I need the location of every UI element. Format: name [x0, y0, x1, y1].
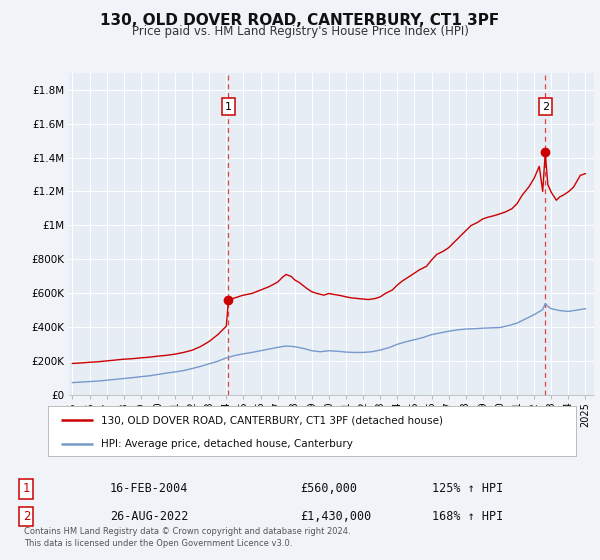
Text: 1: 1 [225, 101, 232, 111]
Text: 1: 1 [23, 482, 30, 496]
Text: 2: 2 [23, 510, 30, 523]
Text: 130, OLD DOVER ROAD, CANTERBURY, CT1 3PF: 130, OLD DOVER ROAD, CANTERBURY, CT1 3PF [100, 13, 500, 28]
Text: 2: 2 [542, 101, 549, 111]
Text: 125% ↑ HPI: 125% ↑ HPI [433, 482, 504, 496]
Text: 130, OLD DOVER ROAD, CANTERBURY, CT1 3PF (detached house): 130, OLD DOVER ROAD, CANTERBURY, CT1 3PF… [101, 415, 443, 425]
Text: £1,430,000: £1,430,000 [300, 510, 371, 523]
Text: Contains HM Land Registry data © Crown copyright and database right 2024.
This d: Contains HM Land Registry data © Crown c… [24, 527, 350, 548]
Text: 168% ↑ HPI: 168% ↑ HPI [433, 510, 504, 523]
Text: 26-AUG-2022: 26-AUG-2022 [110, 510, 188, 523]
Text: £560,000: £560,000 [300, 482, 357, 496]
Text: HPI: Average price, detached house, Canterbury: HPI: Average price, detached house, Cant… [101, 439, 353, 449]
Text: 16-FEB-2004: 16-FEB-2004 [110, 482, 188, 496]
Text: Price paid vs. HM Land Registry's House Price Index (HPI): Price paid vs. HM Land Registry's House … [131, 25, 469, 38]
